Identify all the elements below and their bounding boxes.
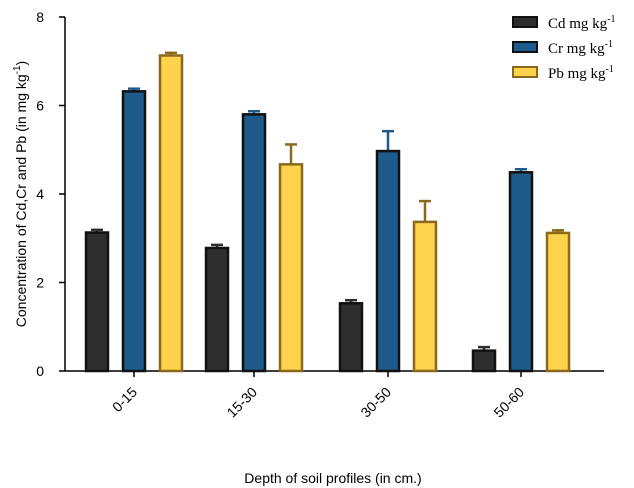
y-axis-label: Concentration of Cd,Cr and Pb (in mg kg-…: [12, 61, 29, 327]
legend-label-1: Cd mg kg-1: [548, 14, 616, 32]
legend-swatch-1: [512, 16, 538, 28]
bar-2: [241, 113, 267, 373]
plot-area: 0 2 4 6 8 0-15 15-30 30-50 50-60 Concentration of…: [12, 9, 616, 486]
x-tick-label: 50-60: [490, 384, 527, 421]
bar-3: [412, 220, 438, 373]
bar-2: [121, 90, 147, 373]
legend-swatch-2: [512, 41, 538, 53]
bar-2: [375, 149, 401, 373]
legend-swatch-3: [512, 66, 538, 78]
bar-2: [508, 171, 534, 373]
legend-label-2: Cr mg kg-1: [548, 39, 613, 57]
x-tick-label: 0-15: [109, 384, 140, 415]
x-tick-label: 15-30: [223, 384, 260, 421]
bar-3: [158, 54, 184, 373]
bar-1: [84, 231, 110, 373]
y-tick-label: 4: [36, 186, 44, 202]
bar-1: [471, 349, 497, 373]
x-tick-label: 30-50: [357, 384, 394, 421]
bar-3: [545, 231, 571, 373]
y-tick-label: 8: [36, 9, 44, 25]
x-axis-label: Depth of soil profiles (in cm.): [244, 470, 421, 486]
legend-label-3: Pb mg kg-1: [548, 64, 614, 82]
y-tick-label: 0: [36, 363, 44, 379]
bar-1: [204, 246, 230, 373]
bar-1: [338, 302, 364, 373]
y-tick-label: 6: [36, 98, 44, 114]
y-tick-label: 2: [36, 275, 44, 291]
bar-3: [278, 163, 304, 373]
